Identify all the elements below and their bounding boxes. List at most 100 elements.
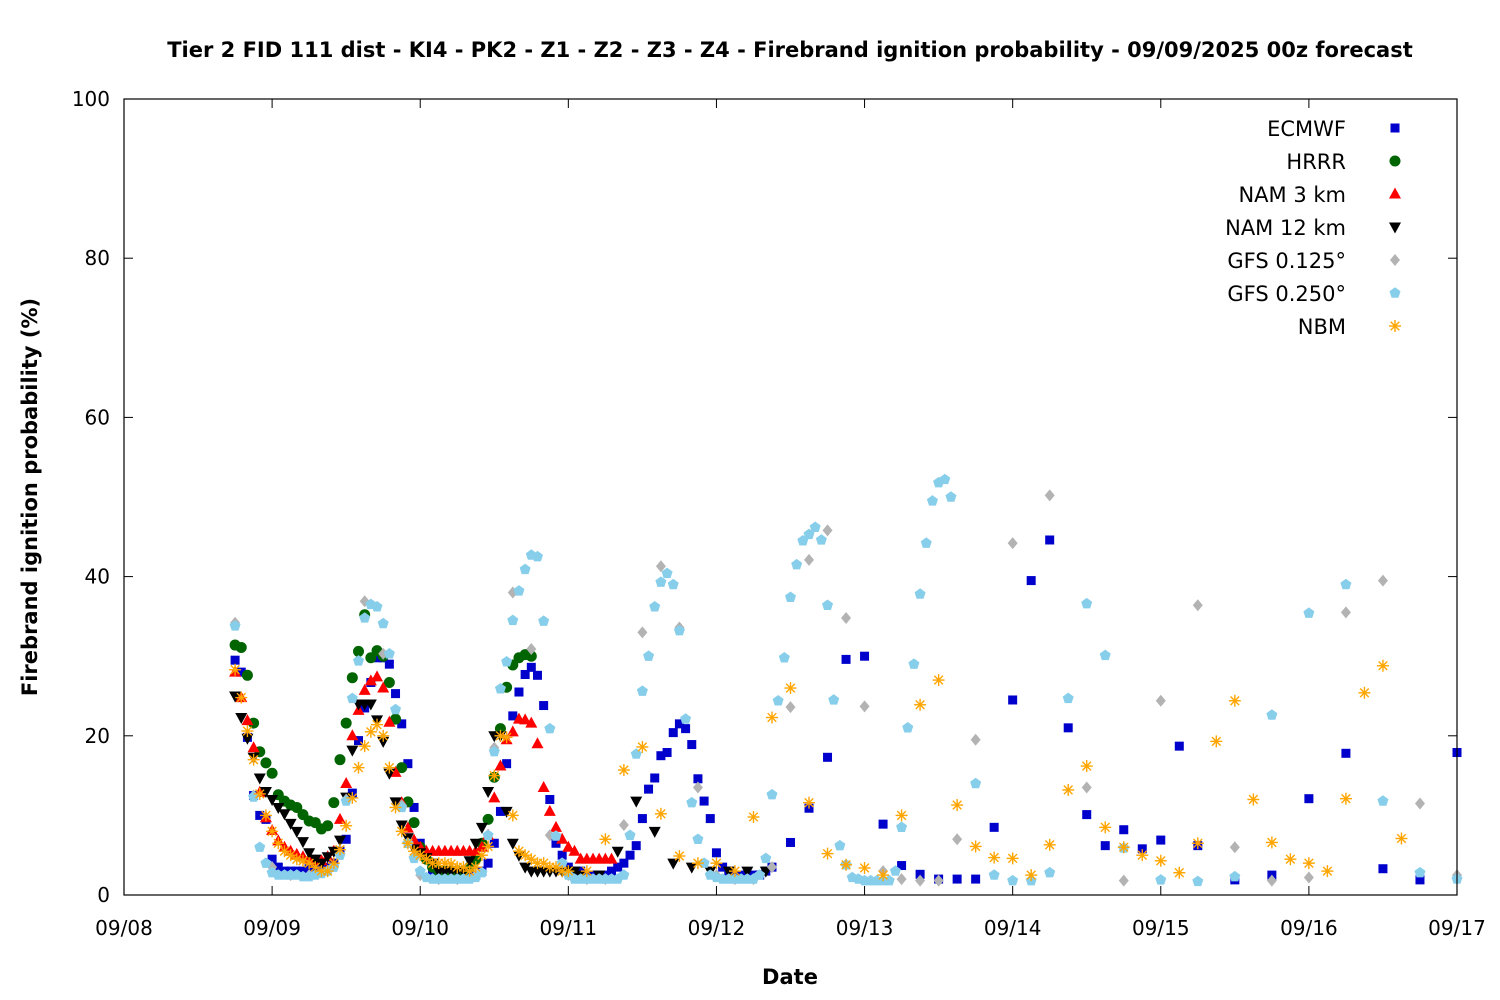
data-point <box>710 857 723 870</box>
data-point <box>333 835 346 847</box>
data-point <box>383 648 395 659</box>
y-tick-label: 60 <box>85 405 110 429</box>
data-point <box>500 806 513 818</box>
data-point <box>969 840 982 853</box>
data-point <box>1265 836 1278 849</box>
data-point <box>914 698 927 711</box>
data-point <box>692 833 704 844</box>
data-point <box>241 725 254 738</box>
data-point <box>1340 606 1351 619</box>
x-tick-label: 09/10 <box>391 916 449 940</box>
data-point <box>631 841 641 851</box>
data-point <box>408 817 420 829</box>
data-point <box>693 774 703 784</box>
data-point <box>692 781 703 794</box>
data-point <box>699 796 709 806</box>
data-point <box>618 818 629 831</box>
data-point <box>1377 795 1389 806</box>
data-point <box>414 865 426 876</box>
data-point <box>341 834 351 844</box>
data-point <box>1026 576 1036 586</box>
data-point <box>463 865 476 878</box>
data-point <box>531 737 544 749</box>
data-point <box>889 865 901 876</box>
data-point <box>705 814 715 824</box>
data-point <box>760 852 772 864</box>
data-point <box>519 862 532 874</box>
data-point <box>859 700 870 713</box>
data-point <box>556 832 569 844</box>
legend-marker <box>1389 320 1401 332</box>
data-points <box>229 473 1463 887</box>
data-point <box>1155 694 1166 707</box>
data-point <box>728 865 741 878</box>
data-point <box>681 724 691 734</box>
x-axis-label: Date <box>762 965 818 989</box>
plot-frame <box>123 98 1458 896</box>
data-point <box>494 683 506 694</box>
data-point <box>537 857 550 870</box>
data-point <box>309 854 322 866</box>
data-point <box>926 495 938 506</box>
data-point <box>970 733 981 746</box>
data-point <box>791 558 803 570</box>
data-point <box>235 691 248 704</box>
data-point <box>772 694 784 706</box>
data-point <box>321 865 334 878</box>
x-tick-label: 09/12 <box>688 916 746 940</box>
data-point <box>613 862 623 872</box>
data-point <box>1081 781 1092 794</box>
data-point <box>1062 783 1075 796</box>
data-point <box>858 861 871 874</box>
x-tick-label: 09/17 <box>1428 916 1486 940</box>
data-point <box>1044 866 1056 878</box>
data-point <box>784 682 797 695</box>
data-point <box>390 713 402 725</box>
data-point <box>488 745 500 757</box>
data-point <box>538 615 550 626</box>
data-point <box>247 741 260 753</box>
data-point <box>513 585 525 596</box>
data-point <box>687 740 697 750</box>
data-point <box>860 651 870 661</box>
data-point <box>507 614 519 626</box>
data-point <box>636 685 648 696</box>
data-point <box>896 873 907 886</box>
data-point <box>1062 692 1074 704</box>
data-point <box>352 761 365 774</box>
data-point <box>371 601 383 612</box>
data-point <box>619 858 629 868</box>
data-point <box>346 692 358 704</box>
data-point <box>1174 741 1184 751</box>
data-point <box>230 655 240 665</box>
data-point <box>673 849 686 862</box>
data-point <box>655 560 666 573</box>
data-point <box>580 865 593 878</box>
data-point <box>377 681 390 693</box>
data-point <box>1303 607 1315 618</box>
data-point <box>970 777 982 789</box>
data-point <box>605 852 618 864</box>
x-tick-label: 09/13 <box>836 916 894 940</box>
data-point <box>475 849 488 862</box>
data-point <box>519 849 532 862</box>
data-point <box>841 611 852 624</box>
data-point <box>557 850 567 860</box>
data-point <box>815 534 827 545</box>
data-point <box>971 874 981 884</box>
data-point <box>438 857 451 870</box>
legend-marker <box>1389 222 1401 234</box>
legend: ECMWF HRRR NAM 3 km NAM 12 km GFS 0.125° GFS … <box>1225 117 1401 339</box>
data-point <box>915 869 925 879</box>
data-point <box>1210 735 1223 748</box>
data-point <box>397 719 407 729</box>
data-point <box>624 829 636 840</box>
data-point <box>327 857 340 870</box>
data-point <box>952 874 962 884</box>
legend-label: GFS 0.125° <box>1227 249 1346 273</box>
data-point <box>1118 874 1129 887</box>
data-point <box>352 655 365 666</box>
data-point <box>241 669 253 681</box>
data-point <box>1080 760 1093 773</box>
data-point <box>469 838 482 850</box>
